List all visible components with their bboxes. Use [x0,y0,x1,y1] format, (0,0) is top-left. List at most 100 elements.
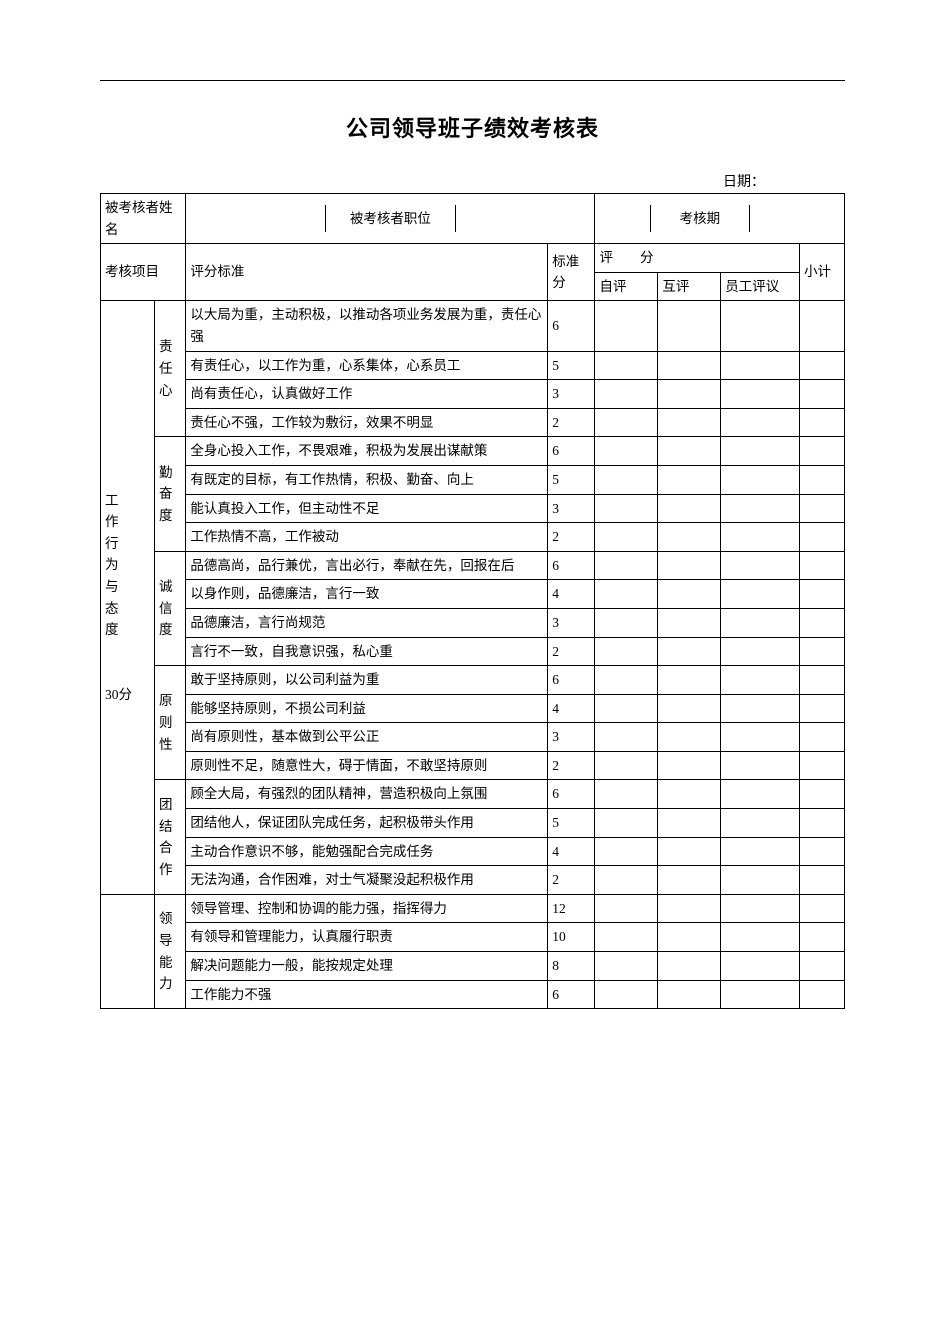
sub-name: 诚 信 度 [154,551,185,665]
criteria-cell: 工作热情不高，工作被动 [186,523,548,552]
sub-name: 责 任 心 [154,301,185,437]
hdr-employee: 员工评议 [721,272,800,301]
score-cell: 6 [548,437,595,466]
hdr-self: 自评 [595,272,658,301]
hdr-criteria: 评分标准 [186,244,548,301]
score-cell: 12 [548,894,595,923]
criteria-cell: 尚有原则性，基本做到公平公正 [186,723,548,752]
table-row: 以身作则，品德廉洁，言行一致 4 [101,580,845,609]
table-row: 工作热情不高，工作被动 2 [101,523,845,552]
blank-cell [721,301,800,351]
score-cell: 2 [548,866,595,895]
hdr-peer: 互评 [658,272,721,301]
criteria-cell: 敢于坚持原则，以公司利益为重 [186,666,548,695]
score-cell: 2 [548,408,595,437]
sub-name: 领 导 能 力 [154,894,185,1008]
criteria-cell: 原则性不足，随意性大，碍于情面，不敢坚持原则 [186,751,548,780]
criteria-cell: 有领导和管理能力，认真履行职责 [186,923,548,952]
hdr-standard: 标准分 [548,244,595,301]
score-cell: 8 [548,952,595,981]
table-row: 有领导和管理能力，认真履行职责 10 [101,923,845,952]
table-row: 解决问题能力一般，能按规定处理 8 [101,952,845,981]
cell-period: 考核期 [595,194,845,244]
table-row: 诚 信 度 品德高尚，品行兼优，言出必行，奉献在先，回报在后 6 [101,551,845,580]
criteria-cell: 有责任心，以工作为重，心系集体，心系员工 [186,351,548,380]
table-row: 品德廉洁，言行尚规范 3 [101,608,845,637]
hdr-project: 考核项目 [101,244,186,301]
criteria-cell: 尚有责任心，认真做好工作 [186,380,548,409]
score-cell: 3 [548,723,595,752]
table-row: 原 则 性 敢于坚持原则，以公司利益为重 6 [101,666,845,695]
score-cell: 5 [548,351,595,380]
top-rule [100,80,845,81]
table-row: 原则性不足，随意性大，碍于情面，不敢坚持原则 2 [101,751,845,780]
sub-name: 原 则 性 [154,666,185,780]
group2-title [101,894,155,1008]
table-row: 主动合作意识不够，能勉强配合完成任务 4 [101,837,845,866]
table-row: 被考核者姓名 被考核者职位 考核期 [101,194,845,244]
score-cell: 10 [548,923,595,952]
score-cell: 2 [548,523,595,552]
table-row: 尚有责任心，认真做好工作 3 [101,380,845,409]
date-label: 日期： [100,171,845,191]
score-cell: 4 [548,580,595,609]
sub-name: 勤 奋 度 [154,437,185,551]
criteria-cell: 领导管理、控制和协调的能力强，指挥得力 [186,894,548,923]
score-cell: 4 [548,694,595,723]
blank-cell [595,301,658,351]
hdr-subtotal: 小计 [799,244,844,301]
table-row: 有既定的目标，有工作热情，积极、勤奋、向上 5 [101,465,845,494]
group1-title: 工 作 行 为 与 态 度 30分 [101,301,155,894]
table-row: 尚有原则性，基本做到公平公正 3 [101,723,845,752]
score-cell: 2 [548,751,595,780]
criteria-cell: 全身心投入工作，不畏艰难，积极为发展出谋献策 [186,437,548,466]
hdr-score: 评 分 [595,244,800,273]
table-row: 责任心不强，工作较为敷衍，效果不明显 2 [101,408,845,437]
criteria-cell: 能认真投入工作，但主动性不足 [186,494,548,523]
criteria-cell: 以身作则，品德廉洁，言行一致 [186,580,548,609]
criteria-cell: 责任心不强，工作较为敷衍，效果不明显 [186,408,548,437]
criteria-cell: 有既定的目标，有工作热情，积极、勤奋、向上 [186,465,548,494]
criteria-cell: 能够坚持原则，不损公司利益 [186,694,548,723]
score-cell: 6 [548,551,595,580]
criteria-cell: 无法沟通，合作困难，对士气凝聚没起积极作用 [186,866,548,895]
score-cell: 6 [548,780,595,809]
criteria-cell: 顾全大局，有强烈的团队精神，营造积极向上氛围 [186,780,548,809]
table-row: 有责任心，以工作为重，心系集体，心系员工 5 [101,351,845,380]
table-row: 能认真投入工作，但主动性不足 3 [101,494,845,523]
score-cell: 4 [548,837,595,866]
cell-name-position: 被考核者职位 [186,194,595,244]
criteria-cell: 品德廉洁，言行尚规范 [186,608,548,637]
criteria-cell: 以大局为重，主动积极，以推动各项业务发展为重，责任心强 [186,301,548,351]
criteria-cell: 品德高尚，品行兼优，言出必行，奉献在先，回报在后 [186,551,548,580]
table-row: 勤 奋 度 全身心投入工作，不畏艰难，积极为发展出谋献策 6 [101,437,845,466]
table-row: 能够坚持原则，不损公司利益 4 [101,694,845,723]
blank-cell [799,301,844,351]
criteria-cell: 工作能力不强 [186,980,548,1009]
blank-cell [658,301,721,351]
score-cell: 6 [548,666,595,695]
table-row: 考核项目 评分标准 标准分 评 分 小计 [101,244,845,273]
score-cell: 6 [548,301,595,351]
table-row: 工作能力不强 6 [101,980,845,1009]
evaluation-table: 被考核者姓名 被考核者职位 考核期 考核项目 评分标准 标准 [100,193,845,1009]
criteria-cell: 团结他人，保证团队完成任务，起积极带头作用 [186,809,548,838]
score-cell: 5 [548,465,595,494]
table-row: 领 导 能 力 领导管理、控制和协调的能力强，指挥得力 12 [101,894,845,923]
table-row: 无法沟通，合作困难，对士气凝聚没起积极作用 2 [101,866,845,895]
score-cell: 5 [548,809,595,838]
table-row: 工 作 行 为 与 态 度 30分 责 任 心 以大局为重，主动积极，以推动各项… [101,301,845,351]
page-title: 公司领导班子绩效考核表 [100,111,845,143]
score-cell: 3 [548,608,595,637]
score-cell: 3 [548,494,595,523]
score-cell: 6 [548,980,595,1009]
label-name: 被考核者姓名 [101,194,186,244]
score-cell: 2 [548,637,595,666]
criteria-cell: 解决问题能力一般，能按规定处理 [186,952,548,981]
table-row: 团结他人，保证团队完成任务，起积极带头作用 5 [101,809,845,838]
score-cell: 3 [548,380,595,409]
table-row: 团 结 合 作 顾全大局，有强烈的团队精神，营造积极向上氛围 6 [101,780,845,809]
table-row: 言行不一致，自我意识强，私心重 2 [101,637,845,666]
sub-name: 团 结 合 作 [154,780,185,894]
criteria-cell: 主动合作意识不够，能勉强配合完成任务 [186,837,548,866]
